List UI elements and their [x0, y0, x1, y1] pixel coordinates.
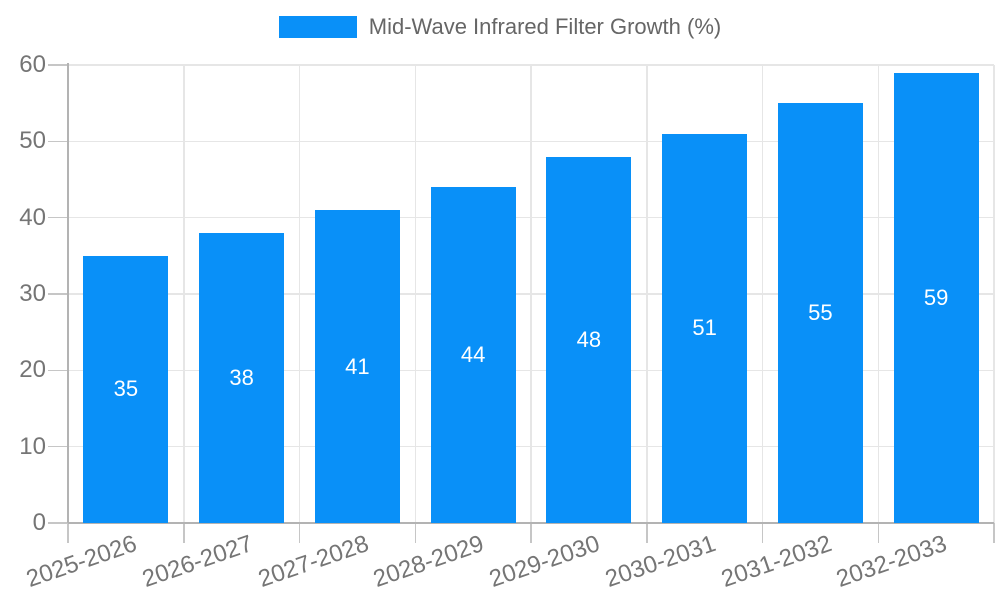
x-gridline: [298, 65, 301, 523]
y-tick-mark: [48, 216, 68, 219]
y-tick-label: 30: [19, 280, 46, 307]
bar-2029-2030[interactable]: 48: [546, 156, 632, 523]
bar-2026-2027[interactable]: 38: [199, 232, 285, 523]
x-tick-mark: [67, 523, 69, 543]
x-tick-mark: [646, 523, 648, 543]
y-tick-label: 0: [32, 509, 46, 536]
bar-2027-2028[interactable]: 41: [314, 210, 400, 523]
bar-value-label: 41: [345, 353, 370, 379]
bar-value-label: 35: [113, 376, 139, 402]
y-tick-mark: [48, 293, 68, 295]
y-tick-mark: [48, 64, 68, 66]
x-tick-label: 2031-2032: [717, 530, 835, 593]
bar-2030-2031[interactable]: 51: [662, 133, 748, 523]
x-tick-label: 2032-2033: [833, 530, 951, 593]
y-tick-label: 10: [19, 432, 46, 460]
x-tick-label: 2025-2026: [23, 530, 141, 593]
x-tick-mark: [761, 523, 764, 543]
x-gridline: [530, 65, 532, 523]
x-gridline: [183, 65, 185, 523]
chart-legend: Mid-Wave Infrared Filter Growth (%): [0, 14, 1000, 40]
x-tick-mark: [414, 523, 416, 543]
x-tick-mark: [877, 523, 879, 543]
x-tick-label: 2030-2031: [601, 530, 720, 593]
bar-value-label: 48: [576, 326, 602, 352]
bar-value-label: 38: [229, 364, 254, 390]
y-tick-mark: [48, 445, 68, 448]
x-gridline: [993, 65, 995, 523]
bar-value-label: 59: [923, 284, 949, 310]
y-axis-line: [67, 63, 69, 523]
bar-2028-2029[interactable]: 44: [430, 187, 516, 523]
bar-2031-2032[interactable]: 55: [777, 103, 863, 523]
y-tick-label: 60: [19, 51, 46, 78]
bar-value-label: 55: [808, 300, 833, 326]
x-tick-mark: [530, 523, 532, 543]
x-gridline: [414, 65, 416, 523]
bar-value-label: 51: [692, 315, 717, 341]
x-gridline: [877, 65, 879, 523]
plot-area: 0 10 20 30 40 50 60 35 38 41 44 48 51 55 59 2025-2026 20…: [19, 52, 995, 593]
legend-swatch: [278, 16, 357, 38]
x-gridline: [761, 65, 764, 523]
y-tick-label: 50: [19, 127, 46, 155]
y-tick-mark: [48, 369, 68, 372]
x-tick-mark: [183, 523, 185, 543]
x-tick-mark: [993, 523, 995, 543]
x-tick-label: 2028-2029: [370, 530, 488, 593]
y-tick-mark: [48, 522, 68, 524]
x-axis-line: [68, 522, 994, 524]
legend-item[interactable]: Mid-Wave Infrared Filter Growth (%): [278, 14, 722, 40]
bar-2032-2033[interactable]: 59: [893, 72, 979, 523]
y-tick-label: 40: [19, 203, 46, 231]
x-tick-label: 2027-2028: [254, 530, 372, 593]
y-tick-label: 20: [19, 356, 46, 384]
x-tick-label: 2026-2027: [138, 530, 257, 593]
bar-2025-2026[interactable]: 35: [83, 255, 169, 523]
y-tick-mark: [48, 140, 68, 143]
bar-value-label: 44: [460, 342, 486, 368]
x-tick-mark: [298, 523, 301, 543]
x-tick-label: 2029-2030: [486, 530, 604, 593]
x-gridline: [646, 65, 648, 523]
legend-label: Mid-Wave Infrared Filter Growth (%): [368, 14, 722, 39]
